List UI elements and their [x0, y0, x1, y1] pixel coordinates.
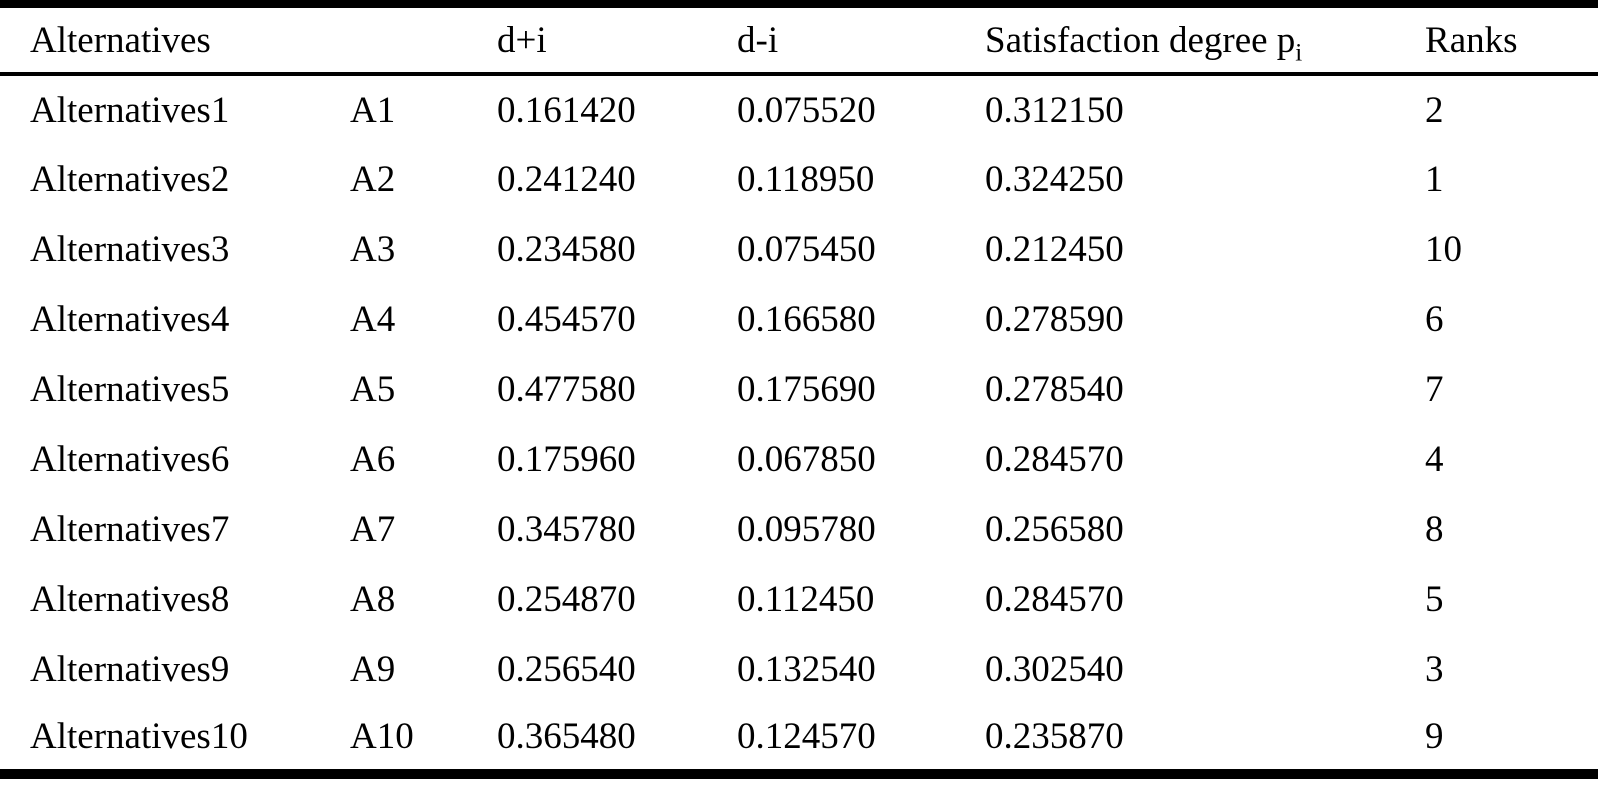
d-minus-value: 0.067850 [737, 438, 876, 480]
table-row: Alternatives2 A2 0.241240 0.118950 0.324… [0, 144, 1598, 214]
d-minus-value: 0.132540 [737, 648, 876, 690]
d-plus-value: 0.241240 [497, 158, 636, 200]
d-plus-value: 0.234580 [497, 228, 636, 270]
d-minus-value: 0.175690 [737, 368, 876, 410]
table-row: Alternatives3 A3 0.234580 0.075450 0.212… [0, 214, 1598, 284]
rank-value: 6 [1425, 298, 1444, 340]
d-minus-value: 0.124570 [737, 716, 876, 757]
alternative-name-cell: Alternatives7 [30, 508, 230, 550]
alternative-code-cell: A5 [350, 368, 396, 410]
table-row: Alternatives10 A10 0.365480 0.124570 0.2… [0, 704, 1598, 774]
d-plus-value: 0.256540 [497, 648, 636, 690]
header-ranks: Ranks [1425, 4, 1598, 76]
satisfaction-value: 0.278540 [985, 368, 1124, 410]
d-minus-value: 0.095780 [737, 508, 876, 550]
alternative-name-cell: Alternatives8 [30, 578, 230, 620]
table-row: Alternatives8 A8 0.254870 0.112450 0.284… [0, 564, 1598, 634]
d-minus-value: 0.075450 [737, 228, 876, 270]
rank-value: 3 [1425, 648, 1444, 690]
alternative-code-cell: A10 [350, 716, 414, 757]
header-d-plus: d+i [497, 4, 738, 76]
table-row: Alternatives9 A9 0.256540 0.132540 0.302… [0, 634, 1598, 704]
header-satisfaction-degree: Satisfaction degree pi [985, 4, 1426, 76]
alternative-name-cell: Alternatives4 [30, 298, 230, 340]
rank-value: 2 [1425, 89, 1444, 131]
satisfaction-value: 0.212450 [985, 228, 1124, 270]
d-plus-value: 0.477580 [497, 368, 636, 410]
header-satisfaction-subscript: i [1295, 38, 1303, 66]
table-row: Alternatives6 A6 0.175960 0.067850 0.284… [0, 424, 1598, 494]
rank-value: 9 [1425, 716, 1444, 757]
satisfaction-value: 0.284570 [985, 438, 1124, 480]
alternative-name-cell: Alternatives10 [30, 716, 248, 757]
table-row: Alternatives1 A1 0.161420 0.075520 0.312… [0, 74, 1598, 144]
satisfaction-value: 0.302540 [985, 648, 1124, 690]
table-header: Alternatives d+i d-i Satisfaction degree… [0, 4, 1598, 76]
d-plus-value: 0.175960 [497, 438, 636, 480]
alternative-code-cell: A1 [350, 89, 396, 131]
header-satisfaction-text: Satisfaction degree p [985, 19, 1296, 61]
rank-value: 4 [1425, 438, 1444, 480]
alternative-name-cell: Alternatives6 [30, 438, 230, 480]
satisfaction-value: 0.256580 [985, 508, 1124, 550]
d-minus-value: 0.112450 [737, 578, 875, 620]
d-plus-value: 0.454570 [497, 298, 636, 340]
d-plus-value: 0.254870 [497, 578, 636, 620]
table-row: Alternatives7 A7 0.345780 0.095780 0.256… [0, 494, 1598, 564]
alternative-name-cell: Alternatives2 [30, 158, 230, 200]
table-row: Alternatives5 A5 0.477580 0.175690 0.278… [0, 354, 1598, 424]
alternative-name-cell: Alternatives9 [30, 648, 230, 690]
table-row: Alternatives4 A4 0.454570 0.166580 0.278… [0, 284, 1598, 354]
rank-value: 8 [1425, 508, 1444, 550]
alternative-code-cell: A7 [350, 508, 396, 550]
d-plus-value: 0.345780 [497, 508, 636, 550]
alternative-code-cell: A6 [350, 438, 396, 480]
rank-value: 1 [1425, 158, 1444, 200]
table-body: Alternatives1 A1 0.161420 0.075520 0.312… [0, 74, 1598, 774]
alternative-name-cell: Alternatives1 [30, 89, 230, 131]
alternative-name-cell: Alternatives3 [30, 228, 230, 270]
header-alternatives: Alternatives [0, 4, 498, 76]
d-plus-value: 0.365480 [497, 716, 636, 757]
d-plus-value: 0.161420 [497, 89, 636, 131]
satisfaction-value: 0.324250 [985, 158, 1124, 200]
header-d-minus: d-i [737, 4, 986, 76]
rank-value: 5 [1425, 578, 1444, 620]
d-minus-value: 0.075520 [737, 89, 876, 131]
d-minus-value: 0.118950 [737, 158, 875, 200]
header-row: Alternatives d+i d-i Satisfaction degree… [0, 4, 1598, 76]
satisfaction-value: 0.235870 [985, 716, 1124, 757]
alternative-code-cell: A8 [350, 578, 396, 620]
rank-value: 7 [1425, 368, 1444, 410]
rank-value: 10 [1425, 228, 1463, 270]
satisfaction-value: 0.312150 [985, 89, 1124, 131]
alternative-code-cell: A9 [350, 648, 396, 690]
satisfaction-value: 0.278590 [985, 298, 1124, 340]
d-minus-value: 0.166580 [737, 298, 876, 340]
alternative-name-cell: Alternatives5 [30, 368, 230, 410]
alternative-code-cell: A2 [350, 158, 396, 200]
alternative-code-cell: A3 [350, 228, 396, 270]
alternative-code-cell: A4 [350, 298, 396, 340]
satisfaction-value: 0.284570 [985, 578, 1124, 620]
